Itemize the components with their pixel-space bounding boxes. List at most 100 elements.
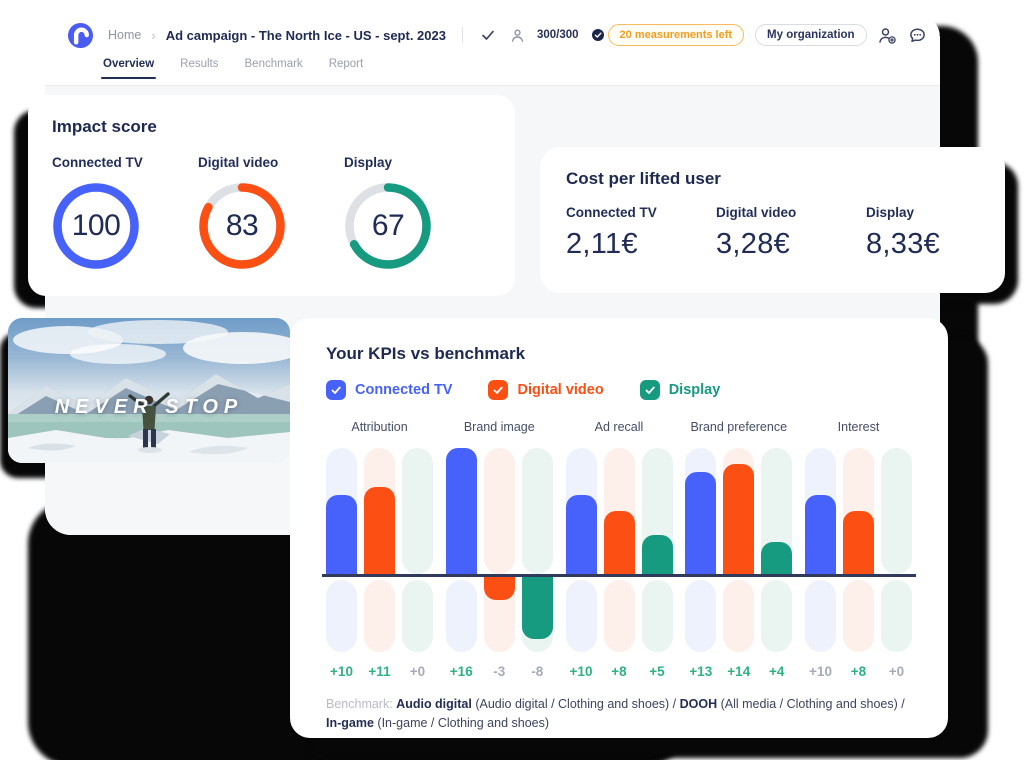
chart-column[interactable] — [565, 448, 597, 652]
gauge-ring-icon — [199, 183, 285, 269]
header-divider — [461, 27, 463, 43]
breadcrumb-home[interactable]: Home — [108, 28, 142, 42]
tab-benchmark[interactable]: Benchmark — [244, 58, 303, 70]
value-label: +16 — [449, 664, 473, 679]
category-label: Brand image — [463, 420, 535, 434]
chart-column[interactable] — [641, 448, 673, 652]
gauge-label: Display — [344, 155, 393, 170]
bar[interactable] — [364, 487, 395, 574]
value-label: +10 — [809, 664, 832, 679]
checkbox-checked-icon[interactable] — [639, 380, 660, 400]
chart-column[interactable] — [805, 448, 836, 652]
chart-column[interactable] — [723, 448, 755, 652]
check-icon — [479, 26, 498, 45]
kpi-benchmark-card: Your KPIs vs benchmark Connected TV Digi… — [290, 318, 948, 738]
chart-column[interactable] — [402, 448, 433, 652]
value-label: +14 — [727, 664, 751, 679]
gauge-label: Connected TV — [52, 155, 143, 170]
tab-results[interactable]: Results — [180, 58, 219, 70]
chart-column[interactable] — [881, 448, 912, 652]
cost-value: 3,28€ — [716, 228, 791, 260]
benchmark-footnote: Benchmark: Audio digital (Audio digital … — [326, 697, 905, 731]
cost-per-lifted-user-card: Cost per lifted user Connected TV 2,11€ … — [540, 147, 1005, 293]
chart-group: Ad recall +10 +8 +5 — [565, 420, 673, 679]
legend-label: Digital video — [517, 382, 604, 398]
bar[interactable] — [603, 511, 635, 574]
bar[interactable] — [445, 448, 477, 574]
bar[interactable] — [565, 495, 597, 574]
legend-label: Connected TV — [355, 382, 453, 398]
chart-column[interactable] — [685, 448, 717, 652]
legend-label: Display — [668, 382, 721, 398]
campaign-creative-card: NEVER STOP — [8, 318, 290, 463]
bar[interactable] — [723, 464, 755, 574]
cost-value: 8,33€ — [866, 228, 941, 260]
chart-group: Brand preference +13 +14 +4 — [685, 420, 793, 679]
gauge-value: 67 — [371, 209, 405, 242]
tab-report[interactable]: Report — [328, 58, 364, 70]
app-logo-icon[interactable] — [67, 22, 94, 49]
bar[interactable] — [483, 576, 515, 600]
chart-column[interactable] — [843, 448, 874, 652]
gauge-label: Digital video — [198, 155, 279, 170]
checkbox-checked-icon[interactable] — [488, 380, 509, 400]
gauge-digital-video: Digital video 83 — [198, 155, 344, 270]
chart-column[interactable] — [761, 448, 793, 652]
my-organization-button[interactable]: My organization — [755, 24, 867, 46]
gauge-connected-tv: Connected TV 100 — [52, 155, 198, 270]
kpi-legend: Connected TV Digital video Display — [326, 380, 912, 400]
measurements-left-badge: 20 measurements left — [607, 24, 745, 46]
chart-column[interactable] — [445, 448, 477, 652]
chart-column[interactable] — [326, 448, 357, 652]
cost-connected-tv: Connected TV 2,11€ — [566, 205, 716, 261]
chart-group: Interest +10 +8 +0 — [805, 420, 912, 679]
person-icon — [508, 26, 527, 45]
respondents-count: 300/300 — [536, 29, 579, 41]
value-label: -3 — [493, 664, 506, 679]
chat-icon[interactable] — [908, 26, 927, 45]
bar[interactable] — [761, 542, 793, 574]
app-header: Home › Ad campaign - The North Ice - US … — [45, 12, 940, 58]
gauge-display: Display 67 — [344, 155, 490, 270]
value-label: +10 — [569, 664, 593, 679]
impact-score-card: Impact score Connected TV 100 Digital vi… — [28, 95, 515, 296]
gauge-value: 83 — [225, 209, 259, 242]
verified-badge-icon — [589, 26, 608, 45]
chart-column[interactable] — [521, 448, 553, 652]
bar[interactable] — [326, 495, 357, 574]
bar[interactable] — [805, 495, 836, 574]
checkbox-checked-icon[interactable] — [326, 380, 346, 400]
chart-column[interactable] — [483, 448, 515, 652]
gauge-value: 100 — [71, 209, 121, 242]
legend-digital-video[interactable]: Digital video — [488, 380, 604, 400]
breadcrumb-separator-icon: › — [151, 27, 156, 43]
cost-label: Digital video — [716, 205, 797, 220]
add-user-icon[interactable] — [878, 26, 897, 45]
category-label: Attribution — [351, 420, 408, 434]
cost-value: 2,11€ — [566, 228, 638, 260]
legend-display[interactable]: Display — [639, 380, 721, 400]
gauge-ring-icon — [345, 183, 431, 269]
bar[interactable] — [685, 472, 717, 574]
hero-caption: NEVER STOP — [54, 396, 244, 418]
tab-bar: Overview Results Benchmark Report — [45, 58, 940, 86]
cost-label: Display — [866, 205, 915, 220]
cost-card-title: Cost per lifted user — [566, 169, 721, 188]
chart-group: Attribution +10 +11 +0 — [326, 420, 433, 679]
value-label: +0 — [409, 664, 426, 679]
kpi-chart-groups: Attribution +10 +11 +0 Brand image +16 -3 -8 Ad … — [326, 420, 912, 679]
chart-column[interactable] — [603, 448, 635, 652]
chart-group: Brand image +16 -3 -8 — [445, 420, 553, 679]
kpi-bar-chart: Attribution +10 +11 +0 Brand image +16 -3 -8 Ad … — [322, 420, 916, 679]
category-label: Brand preference — [690, 420, 788, 434]
tab-overview[interactable]: Overview — [100, 58, 157, 79]
bar[interactable] — [521, 576, 553, 639]
bar[interactable] — [641, 535, 673, 574]
chart-column[interactable] — [364, 448, 395, 652]
value-label: +11 — [368, 664, 391, 679]
cost-label: Connected TV — [566, 205, 657, 220]
legend-connected-tv[interactable]: Connected TV — [326, 380, 452, 400]
bar[interactable] — [843, 511, 874, 574]
category-label: Ad recall — [594, 420, 644, 434]
